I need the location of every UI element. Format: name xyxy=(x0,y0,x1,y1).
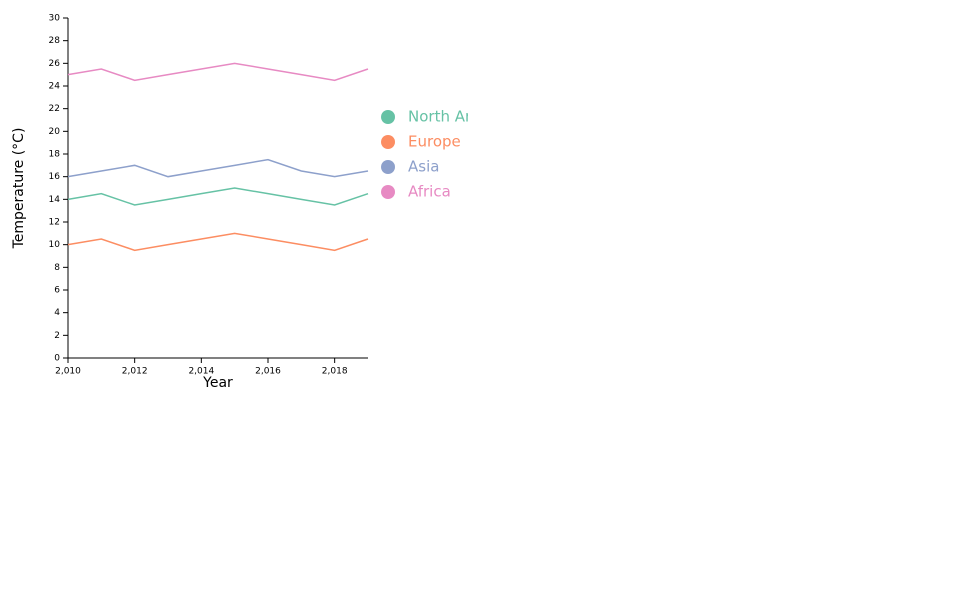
y-tick-label: 6 xyxy=(54,286,60,296)
y-tick-label: 24 xyxy=(49,82,61,92)
line-series xyxy=(67,62,369,82)
legend-marker xyxy=(381,135,395,149)
y-tick-label: 14 xyxy=(49,195,61,205)
x-tick-label: 2,010 xyxy=(55,367,81,377)
legend-label: Europe xyxy=(408,133,461,151)
x-tick-label: 2,016 xyxy=(255,367,281,377)
y-tick-label: 26 xyxy=(49,59,61,69)
line-series xyxy=(67,232,369,252)
x-tick-label: 2,014 xyxy=(188,367,214,377)
legend-label: Africa xyxy=(408,183,451,201)
legend-marker xyxy=(381,160,395,174)
legend-label: North America xyxy=(408,108,517,126)
legend-marker xyxy=(381,110,395,124)
x-tick-label: 2,012 xyxy=(122,367,148,377)
y-tick-label: 28 xyxy=(49,36,61,46)
y-tick-label: 10 xyxy=(49,240,61,250)
x-tick-label: 2,018 xyxy=(322,367,348,377)
y-tick-label: 18 xyxy=(49,150,61,160)
legend: North America Europe Asia Africa xyxy=(381,108,517,201)
legend-label: Asia xyxy=(408,158,439,176)
y-tick-label: 4 xyxy=(54,308,60,318)
line-series xyxy=(67,187,369,206)
y-tick-label: 8 xyxy=(54,263,60,273)
x-axis-label: Year xyxy=(202,375,233,391)
y-tick-label: 12 xyxy=(49,218,60,228)
y-tick-label: 20 xyxy=(49,127,61,137)
y-tick-label: 22 xyxy=(49,104,60,114)
y-axis-label: Temperature (°C) xyxy=(11,128,27,250)
y-tick-label: 16 xyxy=(49,172,61,182)
line-series xyxy=(67,158,369,178)
legend-marker xyxy=(381,185,395,199)
y-tick-label: 0 xyxy=(54,354,60,364)
y-tick-label: 30 xyxy=(49,14,61,24)
y-tick-label: 2 xyxy=(54,331,60,341)
